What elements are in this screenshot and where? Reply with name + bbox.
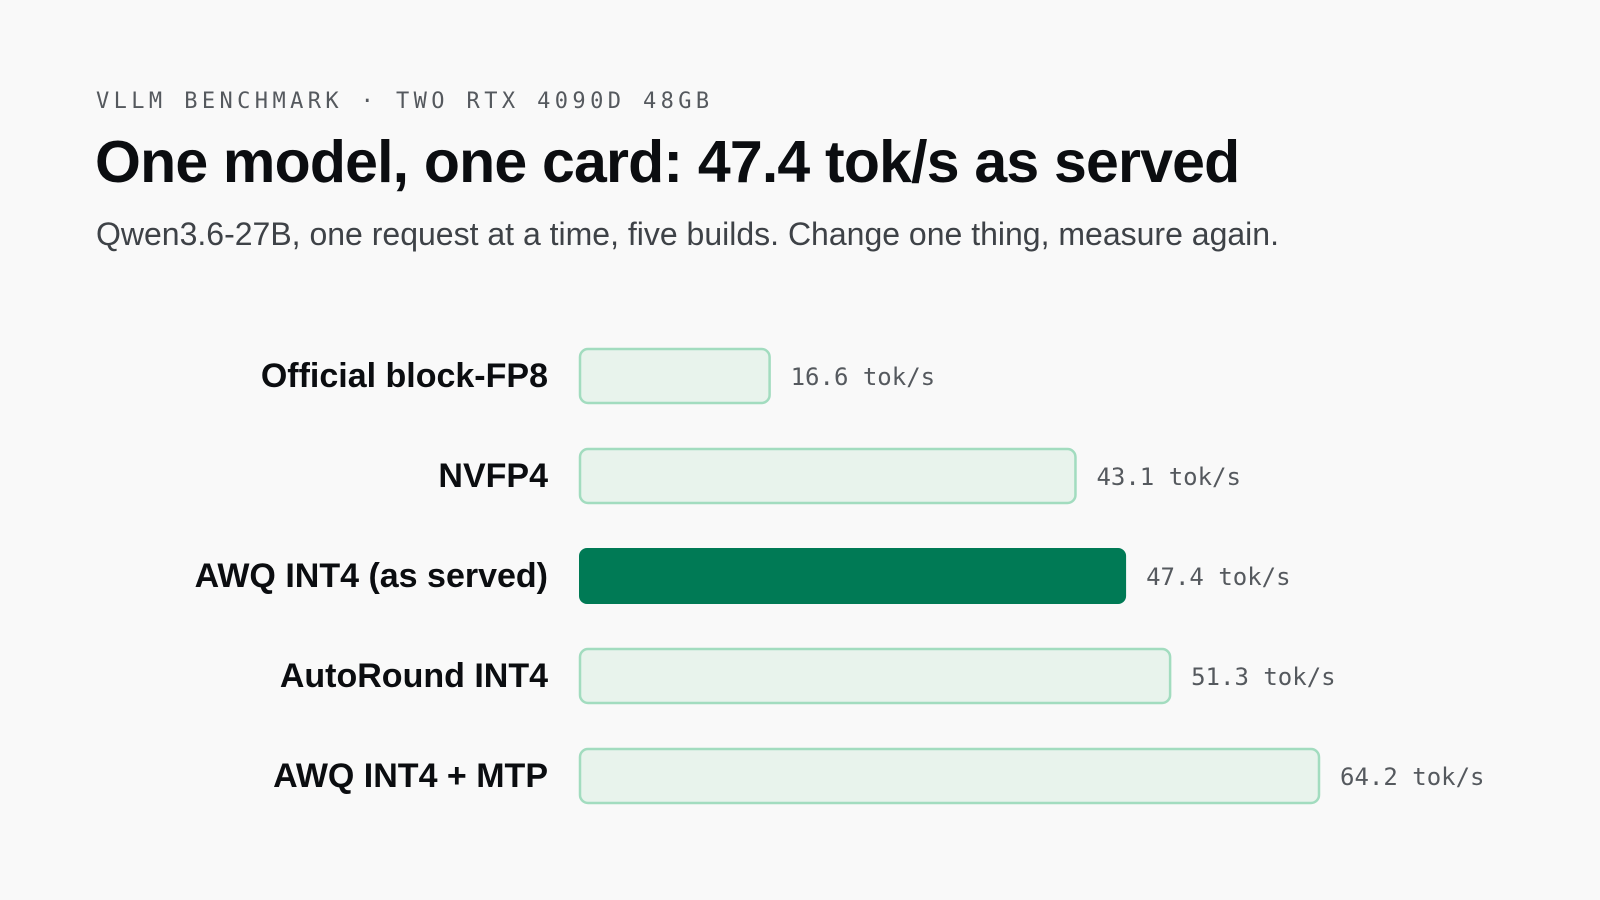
bar (578, 447, 1077, 505)
page-subtitle: Qwen3.6-27B, one request at a time, five… (96, 216, 1279, 252)
eyebrow: VLLM BENCHMARK · TWO RTX 4090D 48GB (96, 89, 714, 114)
bar-category-label: AWQ INT4 (as served) (195, 557, 548, 595)
bar-row: NVFP4 43.1 tok/s (438, 447, 1241, 505)
bar-row: AWQ INT4 + MTP 64.2 tok/s (273, 747, 1485, 805)
bar-category-label: NVFP4 (438, 457, 548, 495)
bar-category-label: AWQ INT4 + MTP (273, 757, 548, 795)
bar-highlighted (579, 548, 1127, 604)
bar (578, 647, 1172, 705)
bar-value-label: 43.1 tok/s (1096, 463, 1241, 491)
bar-row: AutoRound INT4 51.3 tok/s (280, 647, 1336, 705)
bar-row: AWQ INT4 (as served) 47.4 tok/s (195, 548, 1291, 604)
page-title: One model, one card: 47.4 tok/s as serve… (95, 129, 1240, 195)
bar-value-label: 64.2 tok/s (1340, 763, 1485, 791)
bar (578, 347, 771, 405)
bar-category-label: AutoRound INT4 (280, 657, 548, 695)
bar-row: Official block-FP8 16.6 tok/s (261, 347, 936, 405)
bar (578, 747, 1321, 805)
bar-value-label: 16.6 tok/s (791, 363, 936, 391)
bar-category-label: Official block-FP8 (261, 357, 548, 395)
bar-value-label: 47.4 tok/s (1146, 563, 1291, 591)
bar-value-label: 51.3 tok/s (1191, 663, 1336, 691)
